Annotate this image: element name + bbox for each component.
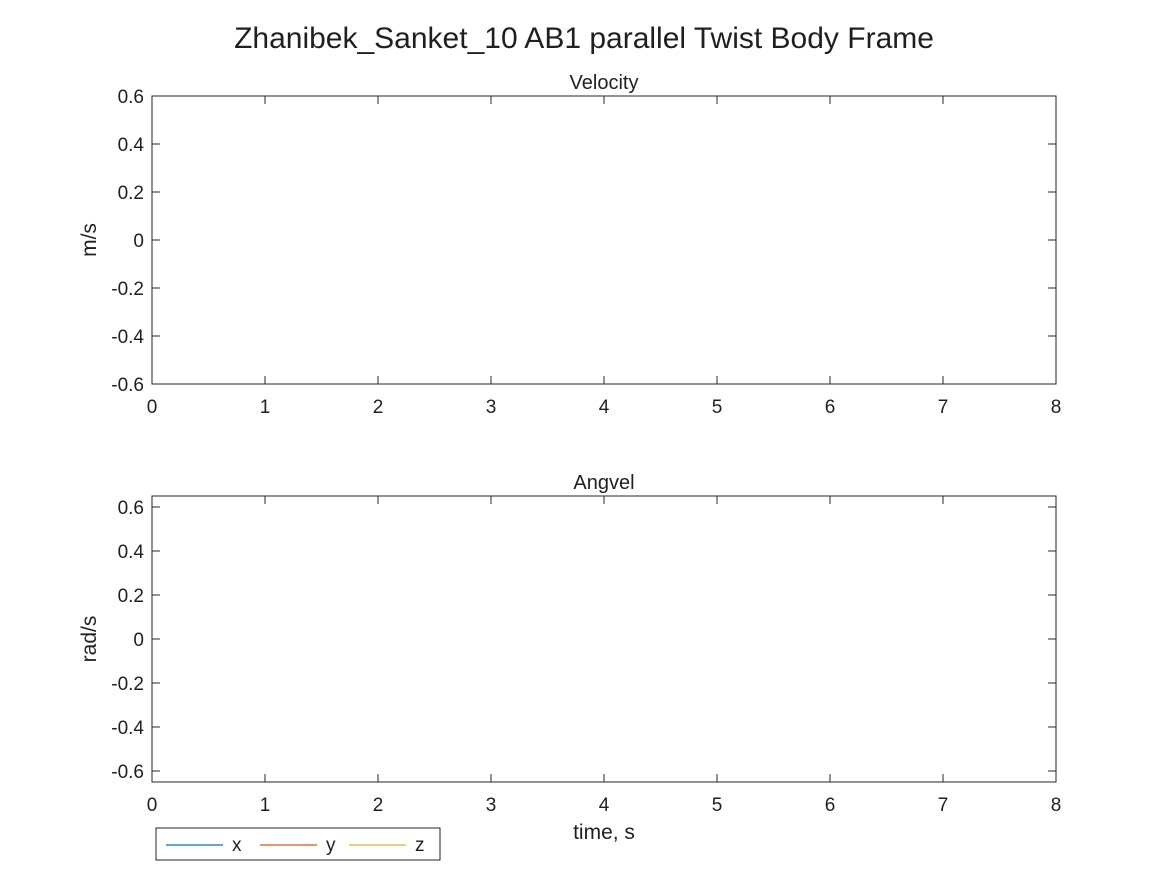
x-tick-label: 5 bbox=[712, 397, 723, 418]
x-tick-label: 7 bbox=[938, 795, 949, 816]
velocity-axes: 0 1 2 3 4 5 6 7 8 -0.6 -0.4 -0.2 0 0.2 0.4 0.6 Velocity m… bbox=[78, 72, 1061, 418]
x-tick-label: 1 bbox=[260, 397, 271, 418]
y-tick-label: -0.4 bbox=[111, 718, 144, 739]
x-tick-label: 5 bbox=[712, 795, 723, 816]
x-tick-label: 2 bbox=[373, 795, 384, 816]
y-tick-label: 0.6 bbox=[118, 87, 144, 108]
x-tick-label: 2 bbox=[373, 397, 384, 418]
x-tick-label: 0 bbox=[147, 795, 158, 816]
x-tick-label: 7 bbox=[938, 397, 949, 418]
x-tick-label: 1 bbox=[260, 795, 271, 816]
figure-title: Zhanibek_Sanket_10 AB1 parallel Twist Bo… bbox=[234, 22, 934, 55]
x-tick-label: 4 bbox=[599, 795, 610, 816]
legend-label-x: x bbox=[232, 835, 242, 856]
axes-frame bbox=[151, 95, 1057, 385]
y-axis-label: rad/s bbox=[78, 616, 101, 663]
y-tick-label: 0.4 bbox=[118, 135, 145, 156]
axes-title: Velocity bbox=[570, 72, 639, 94]
y-tick-label: 0.6 bbox=[118, 498, 144, 519]
y-tick-label: -0.6 bbox=[111, 375, 144, 396]
x-tick-label: 8 bbox=[1051, 795, 1062, 816]
x-tick-label: 8 bbox=[1051, 397, 1062, 418]
axes-frame bbox=[151, 495, 1057, 783]
x-tick-label: 3 bbox=[486, 795, 497, 816]
y-tick-label: 0.2 bbox=[118, 586, 144, 607]
y-tick-label: -0.4 bbox=[111, 327, 144, 348]
x-tick-label: 0 bbox=[147, 397, 158, 418]
angvel-axes: 0 1 2 3 4 5 6 7 8 -0.6 -0.4 -0.2 0 0.2 0.4 0.6 Angvel rad… bbox=[78, 472, 1061, 844]
y-tick-label: 0 bbox=[133, 231, 144, 252]
y-tick-label: -0.2 bbox=[111, 674, 144, 695]
legend: x y z bbox=[155, 827, 441, 861]
legend-label-y: y bbox=[326, 835, 336, 856]
y-tick-label: -0.6 bbox=[111, 762, 144, 783]
y-axis-label: m/s bbox=[78, 223, 101, 257]
legend-box bbox=[155, 827, 441, 861]
y-tick-label: 0.4 bbox=[118, 542, 145, 563]
y-tick-label: 0.2 bbox=[118, 183, 144, 204]
x-tick-label: 6 bbox=[825, 795, 836, 816]
y-tick-label: -0.2 bbox=[111, 279, 144, 300]
x-tick-label: 3 bbox=[486, 397, 497, 418]
axes-title: Angvel bbox=[573, 472, 634, 494]
x-tick-label: 4 bbox=[599, 397, 610, 418]
x-axis-label: time, s bbox=[573, 821, 635, 844]
x-tick-label: 6 bbox=[825, 397, 836, 418]
legend-label-z: z bbox=[415, 835, 425, 856]
y-tick-label: 0 bbox=[133, 630, 144, 651]
